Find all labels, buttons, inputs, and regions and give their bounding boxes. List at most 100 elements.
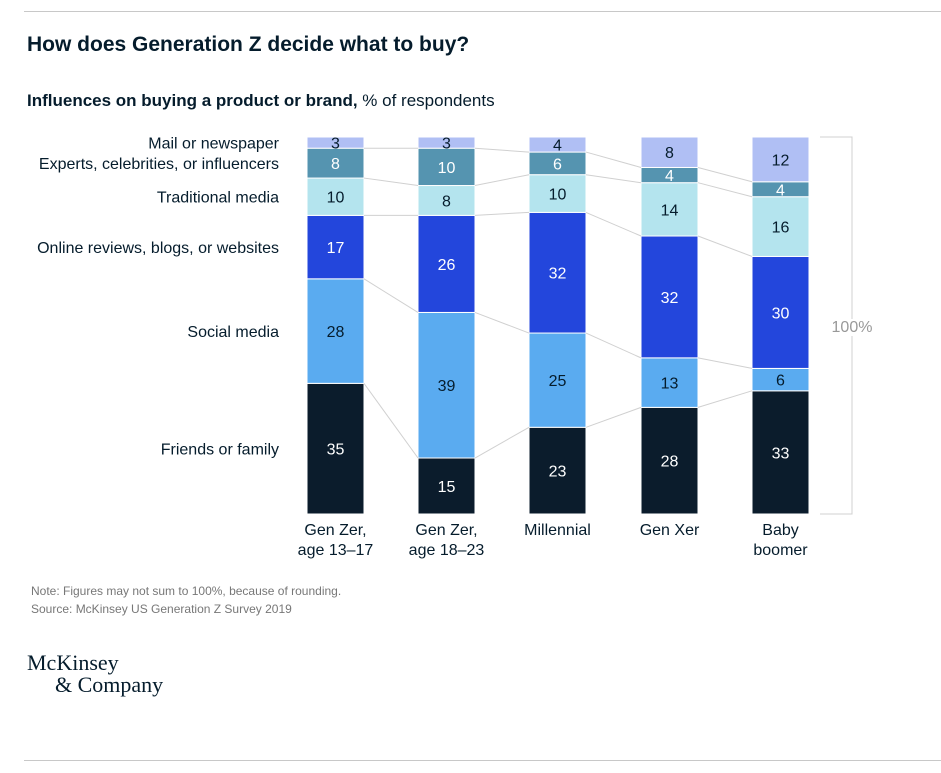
data-label: 32 — [661, 290, 679, 307]
connector-line — [585, 174, 642, 184]
series-label: Online reviews, blogs, or websites — [37, 240, 279, 257]
bottom-rule — [24, 760, 941, 761]
data-label: 4 — [553, 138, 562, 155]
series-label: Experts, celebrities, or influencers — [39, 156, 279, 173]
chart-source: Source: McKinsey US Generation Z Survey … — [31, 602, 292, 616]
data-label: 10 — [549, 187, 567, 204]
bar-segment — [417, 311, 476, 459]
bar-segment — [306, 147, 365, 179]
data-label: 8 — [665, 145, 674, 162]
mckinsey-logo: McKinsey & Company — [27, 652, 163, 696]
bar-segment — [306, 136, 365, 149]
bar-segment — [640, 182, 699, 237]
data-label: 6 — [776, 373, 785, 390]
bar-segment — [417, 147, 476, 187]
bar-segment — [751, 390, 810, 515]
connector-line — [474, 426, 530, 459]
data-label: 32 — [549, 266, 567, 283]
data-label: 10 — [327, 190, 345, 207]
data-label: 8 — [442, 193, 451, 210]
bar-segment — [528, 174, 587, 213]
connector-line — [585, 406, 642, 428]
data-label: 23 — [549, 464, 567, 481]
bar-segment — [528, 426, 587, 515]
data-label: 28 — [327, 324, 345, 341]
connector-line — [585, 211, 642, 237]
connector-line — [363, 177, 419, 187]
category-label: Gen Zer, — [304, 522, 366, 539]
bar-segment — [640, 235, 699, 359]
data-label: 28 — [661, 454, 679, 471]
data-label: 17 — [327, 240, 345, 257]
category-label: Gen Zer, — [415, 522, 477, 539]
data-label: 39 — [438, 378, 456, 395]
series-label: Mail or newspaper — [148, 136, 279, 153]
data-label: 26 — [438, 257, 456, 274]
category-label: age 13–17 — [298, 542, 374, 559]
bar-segment — [306, 177, 365, 216]
category-label: boomer — [753, 542, 808, 559]
data-label: 6 — [553, 156, 562, 173]
bar-segment — [528, 136, 587, 153]
chart-subtitle: Influences on buying a product or brand,… — [27, 91, 495, 111]
data-label: 33 — [772, 445, 790, 462]
data-label: 30 — [772, 305, 790, 322]
connector-line — [474, 211, 530, 216]
bar-segment — [417, 185, 476, 216]
series-label: Social media — [187, 324, 279, 341]
connector-line — [697, 182, 753, 198]
data-label: 35 — [327, 442, 345, 459]
data-label: 16 — [772, 220, 790, 237]
logo-line-2: & Company — [55, 672, 164, 697]
connector-line — [474, 147, 530, 153]
subtitle-bold: Influences on buying a product or brand, — [27, 91, 358, 110]
bar-segment — [751, 136, 810, 183]
category-label: age 18–23 — [409, 542, 485, 559]
data-label: 3 — [331, 136, 340, 153]
connector-line — [697, 235, 753, 257]
connector-line — [363, 278, 419, 313]
series-label: Friends or family — [161, 442, 279, 459]
bar-segment — [751, 255, 810, 369]
data-label: 3 — [442, 136, 451, 153]
connector-line — [474, 311, 530, 334]
category-label: Millennial — [524, 522, 591, 539]
bar-segment — [306, 382, 365, 515]
connector-line — [474, 174, 530, 187]
data-label: 8 — [331, 156, 340, 173]
connector-line — [585, 151, 642, 168]
data-label: 14 — [661, 202, 679, 219]
bar-segment — [528, 211, 587, 334]
top-rule — [24, 11, 941, 12]
chart-title: How does Generation Z decide what to buy… — [27, 33, 470, 56]
data-label: 25 — [549, 373, 567, 390]
bar-segment — [640, 357, 699, 408]
connector-line — [585, 332, 642, 359]
data-label: 4 — [776, 182, 785, 199]
connector-line — [363, 383, 419, 459]
category-label: Gen Xer — [640, 522, 700, 539]
connector-line — [697, 166, 753, 183]
data-label: 4 — [665, 168, 674, 185]
bar-segment — [306, 278, 365, 384]
subtitle-unit: % of respondents — [357, 91, 495, 110]
bar-segment — [640, 136, 699, 168]
category-label: Baby — [762, 522, 798, 539]
data-label: 15 — [438, 479, 456, 496]
bar-segment — [306, 214, 365, 280]
data-label: 12 — [772, 152, 790, 169]
bar-segment — [417, 214, 476, 313]
total-label: 100% — [832, 319, 873, 336]
bar-segment — [417, 136, 476, 149]
connector-line — [697, 357, 753, 369]
data-label: 10 — [438, 160, 456, 177]
series-label: Traditional media — [157, 190, 279, 207]
bar-segment — [417, 457, 476, 515]
data-label: 13 — [661, 376, 679, 393]
chart-note: Note: Figures may not sum to 100%, becau… — [31, 584, 342, 598]
connector-line — [697, 390, 753, 408]
logo-line-1: McKinsey — [27, 650, 119, 675]
total-label-bg — [829, 319, 875, 336]
